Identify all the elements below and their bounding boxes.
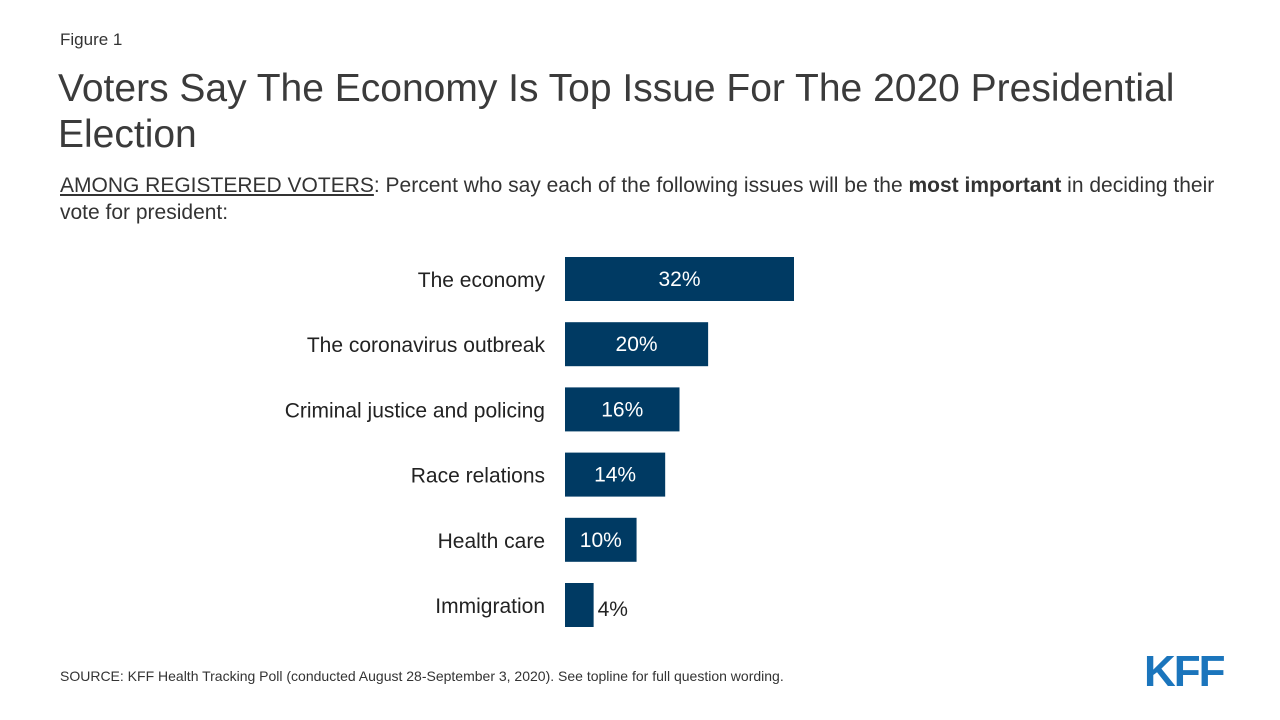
data-label: 14% xyxy=(594,464,636,487)
category-label: Health care xyxy=(438,530,545,553)
bar xyxy=(565,257,794,301)
data-label: 32% xyxy=(658,268,700,291)
data-label: 20% xyxy=(616,333,658,356)
bar xyxy=(565,322,709,367)
category-label: Immigration xyxy=(435,595,545,618)
subtitle-lead: AMONG REGISTERED VOTERS xyxy=(60,174,374,197)
data-label: 4% xyxy=(598,598,628,621)
category-label: Race relations xyxy=(411,465,545,488)
data-label: 10% xyxy=(580,529,622,552)
kff-logo: KFF xyxy=(1144,647,1226,696)
source-note: SOURCE: KFF Health Tracking Poll (conduc… xyxy=(60,668,784,684)
bar xyxy=(565,517,637,562)
bar-chart: The economy 32% The coronavirus outbreak 20… xyxy=(285,257,794,627)
subtitle-text-1: : Percent who say each of the following … xyxy=(373,174,909,197)
subtitle-bold: most important xyxy=(908,174,1062,197)
bar xyxy=(565,387,680,432)
bar xyxy=(565,583,594,627)
subtitle-text-2: in deciding their vote for president: xyxy=(60,174,1215,224)
data-label: 16% xyxy=(601,398,643,421)
category-label: Criminal justice and policing xyxy=(285,399,545,422)
figure-label: Figure 1 xyxy=(60,30,123,49)
category-label: The coronavirus outbreak xyxy=(307,334,546,357)
chart-title: Voters Say The Economy Is Top Issue For … xyxy=(58,67,1175,156)
chart-subtitle: AMONG REGISTERED VOTERS: Percent who say… xyxy=(60,172,1230,226)
bar xyxy=(565,452,666,497)
category-label: The economy xyxy=(418,269,546,292)
